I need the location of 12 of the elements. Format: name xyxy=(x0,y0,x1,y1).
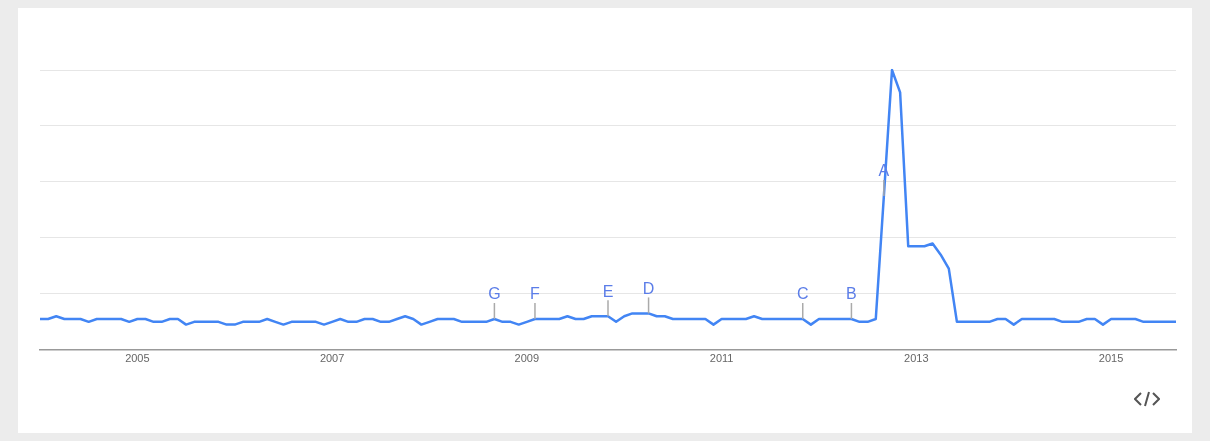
annotation: D xyxy=(642,279,655,297)
annotation: G xyxy=(488,285,501,303)
x-tick-label: 2005 xyxy=(125,352,150,365)
annotation: E xyxy=(602,282,614,300)
x-tick-label: 2015 xyxy=(1098,352,1124,365)
x-tick-label: 2009 xyxy=(514,352,540,365)
annotation: F xyxy=(530,285,541,303)
x-tick-label: 2013 xyxy=(904,352,929,365)
x-tick-label: 2007 xyxy=(319,352,345,365)
annotation: B xyxy=(846,285,857,303)
x-tick-label: 2011 xyxy=(709,352,734,365)
annotation: C xyxy=(796,285,809,303)
